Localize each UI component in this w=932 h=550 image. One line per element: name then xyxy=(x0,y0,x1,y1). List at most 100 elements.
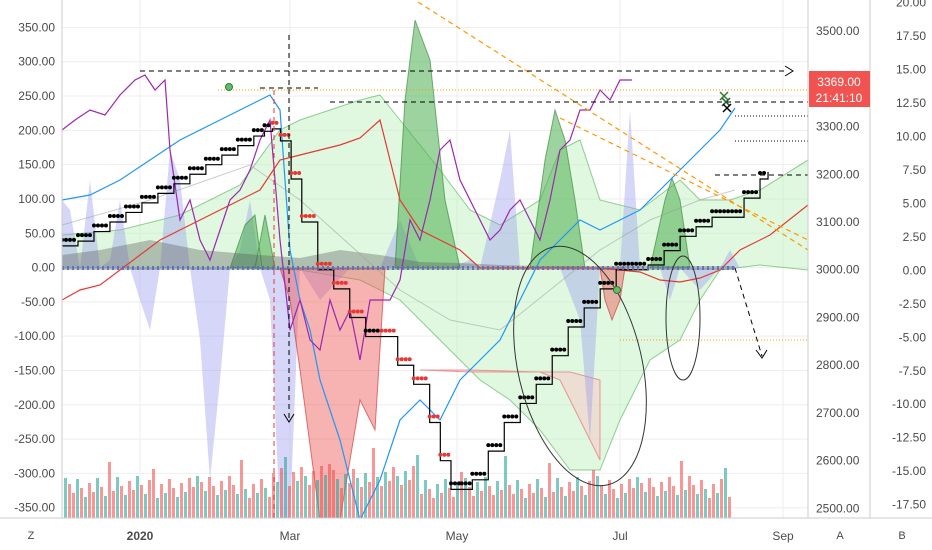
price-dot xyxy=(566,319,571,324)
price-dot xyxy=(407,357,412,362)
volume-bar xyxy=(120,486,123,518)
price-dot xyxy=(498,443,503,448)
price-dot xyxy=(538,376,543,381)
right-oscillator-axis-panel[interactable] xyxy=(870,0,932,518)
volume-bar xyxy=(360,487,363,518)
volume-bar xyxy=(532,493,535,518)
price-dot xyxy=(506,414,511,419)
price-dot xyxy=(686,228,691,233)
scale-b-button[interactable]: B xyxy=(898,530,905,542)
volume-bar xyxy=(144,494,147,518)
volume-bar xyxy=(496,481,499,518)
purple-line xyxy=(62,74,632,361)
volume-bar xyxy=(452,497,455,518)
price-dot xyxy=(482,471,487,476)
volume-bar xyxy=(572,491,575,518)
price-dot xyxy=(191,166,196,171)
volume-bar xyxy=(416,455,419,518)
volume-bar xyxy=(312,471,315,518)
price-dot xyxy=(262,123,267,128)
volume-bar xyxy=(176,497,179,518)
oscillator-axis-tick: -15.00 xyxy=(892,464,926,478)
drawings xyxy=(140,1,809,518)
price-dot xyxy=(297,171,302,176)
time-axis-panel[interactable] xyxy=(0,518,932,550)
signal-marker-icon xyxy=(719,91,732,113)
volume-bar xyxy=(320,466,323,518)
volume-bar xyxy=(84,497,87,518)
volume-bar xyxy=(256,493,259,518)
price-dot xyxy=(247,137,252,142)
volume-bar xyxy=(200,482,203,518)
volume-bar xyxy=(704,489,707,518)
oscillator-axis-tick: -7.50 xyxy=(899,364,927,378)
price-axis-tick: 2800.00 xyxy=(816,358,860,372)
volume-bar xyxy=(324,475,327,518)
price-tag: 3369.00 21:41:10 xyxy=(809,71,870,107)
volume-bar xyxy=(212,486,215,518)
oscillator-axis-tick: 5.00 xyxy=(903,196,927,210)
volume-bar xyxy=(644,492,647,518)
volume-bar xyxy=(224,490,227,518)
volume-bar xyxy=(264,488,267,518)
volume-bar xyxy=(708,498,711,518)
price-dot xyxy=(530,395,535,400)
volume-bar xyxy=(592,470,595,518)
price-axis-tick: 2500.00 xyxy=(816,501,860,515)
price-dot xyxy=(199,166,204,171)
oscillator-axis-tick: -10.00 xyxy=(892,397,926,411)
price-dot xyxy=(395,357,400,362)
time-axis-label: 2020 xyxy=(127,529,154,543)
price-dot xyxy=(183,175,188,180)
volume-bar xyxy=(664,491,667,518)
volume-bar xyxy=(692,485,695,518)
oscillator-axis-tick: -5.00 xyxy=(899,330,927,344)
price-dot xyxy=(293,171,298,176)
price-dot xyxy=(355,309,360,314)
price-dot xyxy=(387,328,392,333)
price-dot xyxy=(323,261,328,266)
price-dot xyxy=(79,233,84,238)
price-dot xyxy=(746,190,751,195)
price-dot xyxy=(235,137,240,142)
price-dot xyxy=(327,261,332,266)
zoom-button[interactable]: Z xyxy=(28,530,35,542)
volume-bar xyxy=(444,479,447,518)
oscillator-axis-tick: 0.00 xyxy=(903,263,927,277)
price-dot xyxy=(646,256,651,261)
volume-bar xyxy=(576,477,579,518)
price-dot xyxy=(586,299,591,304)
price-dot xyxy=(463,481,468,486)
price-dot xyxy=(383,328,388,333)
volume-bar xyxy=(108,462,111,518)
volume-bar xyxy=(300,467,303,518)
projection-line xyxy=(734,267,763,357)
volume-bar xyxy=(340,488,343,518)
left-axis-tick: 350.00 xyxy=(18,20,55,34)
price-dot xyxy=(710,209,715,214)
left-axis-tick: -50.00 xyxy=(21,295,55,309)
indicator-lines xyxy=(62,74,808,518)
volume-bar xyxy=(552,492,555,518)
price-dot xyxy=(698,218,703,223)
price-dot xyxy=(626,261,631,266)
volume-bar xyxy=(160,484,163,518)
price-dot xyxy=(231,147,236,152)
auto-scale-button[interactable]: A xyxy=(836,530,844,542)
price-dot xyxy=(72,237,76,242)
price-dot xyxy=(347,309,352,314)
price-dot xyxy=(486,443,491,448)
left-axis-panel[interactable] xyxy=(0,0,62,518)
price-dot xyxy=(75,233,80,238)
price-dot xyxy=(470,471,475,476)
volume-bar xyxy=(168,479,171,518)
oscillator-axis-tick: 20.00 xyxy=(896,0,926,10)
price-dot xyxy=(68,237,72,242)
price-dot xyxy=(570,319,575,324)
price-dot xyxy=(227,147,232,152)
price-dot xyxy=(490,443,495,448)
volume-bar xyxy=(656,496,659,518)
volume-bar xyxy=(672,486,675,518)
price-dot xyxy=(662,242,667,247)
